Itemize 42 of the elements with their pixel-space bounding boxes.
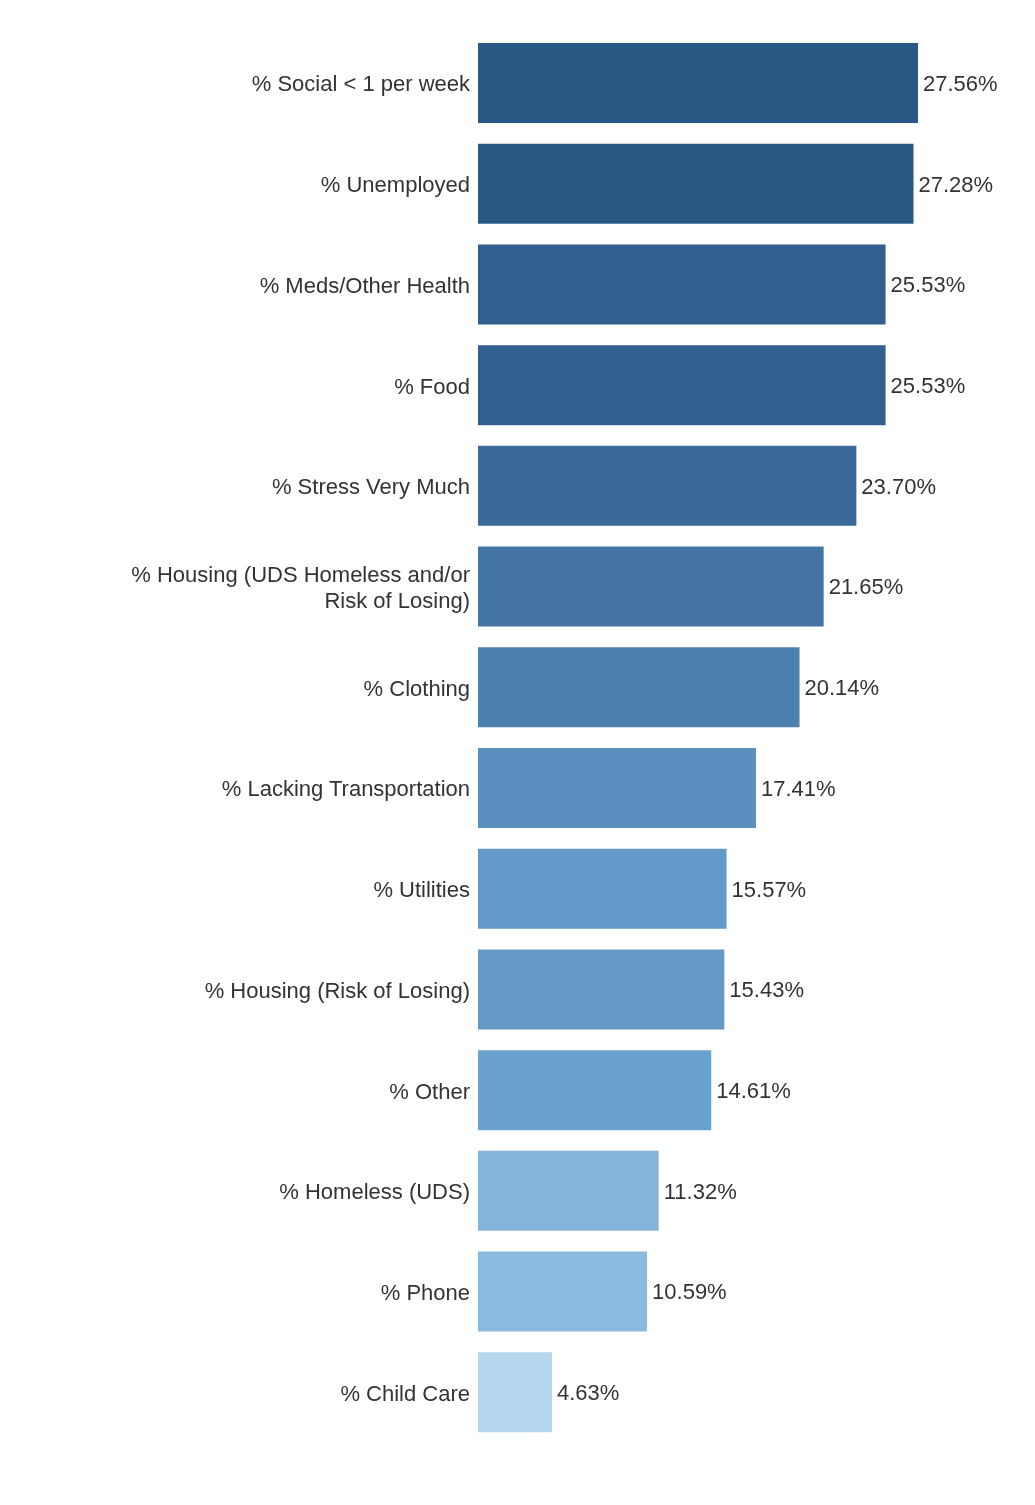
data-label: 15.43% (729, 977, 804, 1003)
data-label: 15.57% (731, 876, 807, 902)
data-label: 25.53% (890, 372, 966, 398)
y-tick-label: % Other (389, 1078, 470, 1103)
data-label: 27.56% (923, 70, 998, 96)
bar (478, 1050, 712, 1131)
data-label: 14.61% (716, 1077, 791, 1103)
y-tick-label: % Social < 1 per week (251, 70, 471, 96)
y-tick-label: % Unemployed (320, 171, 470, 197)
data-label: 27.28% (918, 171, 994, 197)
y-tick-label: % Clothing (363, 675, 470, 701)
bar (478, 748, 756, 828)
data-label: 21.65% (828, 574, 904, 600)
data-label: 4.63% (556, 1380, 620, 1406)
bar (478, 143, 914, 224)
y-tick-label: % Housing (Risk of Losing) (204, 977, 470, 1003)
bar (478, 1150, 659, 1231)
y-tick-label: % Lacking Transportation (221, 775, 470, 801)
data-label: 10.59% (652, 1279, 727, 1305)
data-label: 11.32% (663, 1178, 737, 1204)
y-tick-label: % Stress Very Much (271, 473, 470, 499)
data-label: 17.41% (760, 775, 836, 801)
y-tick-label: % Utilities (373, 876, 470, 902)
bar (478, 647, 800, 728)
y-tick-label: % Homeless (UDS) (279, 1178, 470, 1204)
bar (478, 445, 857, 526)
bar (478, 244, 886, 325)
y-tick-label: % Child Care (340, 1380, 470, 1406)
bar (478, 1352, 552, 1433)
bar (478, 43, 918, 123)
bar (478, 345, 886, 426)
y-tick-label: % Meds/Other Health (259, 272, 470, 298)
data-label: 20.14% (804, 675, 880, 701)
data-label: 23.70% (861, 473, 936, 499)
bar (478, 949, 725, 1030)
y-tick-label: % Phone (380, 1279, 470, 1305)
bar (478, 1251, 648, 1332)
y-tick-label: % Food (394, 373, 470, 398)
data-label: 25.53% (890, 272, 966, 298)
bar (478, 848, 727, 929)
y-tick-label: % Housing (UDS Homeless and/or Risk of Losing) (131, 561, 470, 613)
bar (478, 546, 824, 627)
